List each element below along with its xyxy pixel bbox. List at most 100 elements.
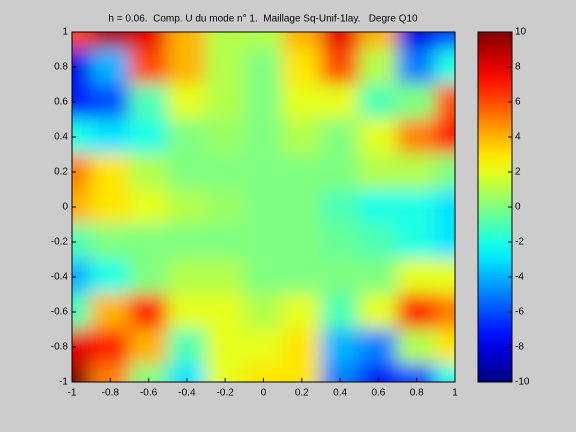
chart-title: h = 0.06. Comp. U du mode n° 1. Maillage… [108,14,418,25]
y-tick-label: -1 [59,377,68,388]
heat-cell [167,259,207,295]
x-tick-label: -1 [68,388,77,399]
heat-cell [128,259,169,295]
heat-cell [243,189,284,225]
heat-cell [358,329,399,365]
heat-cell [128,32,169,50]
x-tick-label: 0.8 [410,388,424,399]
heat-cell [243,49,284,85]
heat-cell [205,364,245,382]
heat-cell [72,154,92,190]
heat-cell [435,154,455,190]
heat-cell [167,119,207,155]
heat-cell [358,294,399,330]
heat-cell [282,49,322,85]
heat-cell [205,49,245,85]
heat-cell [90,294,130,330]
heat-cell [320,364,360,382]
heat-cell [90,189,130,225]
heat-cell [435,329,455,365]
plot-area [72,32,455,382]
heat-cell [320,189,360,225]
heat-cell [358,84,399,120]
heat-cell [320,49,360,85]
heat-cell [167,49,207,85]
heat-cell [320,84,360,120]
heat-cell [397,154,437,190]
heat-cell [435,32,455,50]
heat-cell [128,49,169,85]
colorbar-tick-label: -2 [515,237,524,248]
y-tick-label: 0.8 [54,62,68,73]
heat-cell [282,259,322,295]
heat-cell [243,32,284,50]
heat-cell [358,49,399,85]
heat-cell [90,329,130,365]
heat-cell [435,294,455,330]
heat-cell [358,224,399,260]
heat-cell [358,259,399,295]
heat-cell [282,154,322,190]
x-tick-label: -0.2 [217,388,235,399]
heat-cell [397,189,437,225]
heat-cell [397,364,437,382]
heat-cell [243,84,284,120]
heat-cell [320,32,360,50]
heat-cell [128,84,169,120]
heat-cell [72,259,92,295]
heat-cell [435,84,455,120]
heat-cell [435,189,455,225]
heat-cell [90,154,130,190]
heat-cell [72,294,92,330]
x-tick-label: -0.8 [102,388,120,399]
heat-cell [243,329,284,365]
colorbar-tick-label: 4 [515,132,521,143]
heat-cell [397,84,437,120]
heat-cell [243,364,284,382]
heat-cell [72,364,92,382]
y-tick-label: 1 [62,27,68,38]
heat-cell [320,294,360,330]
heat-cell [358,119,399,155]
heat-cell [358,154,399,190]
x-tick-label: 0 [261,388,267,399]
heat-cell [167,32,207,50]
colorbar [477,31,513,383]
heat-cell [167,189,207,225]
heat-cell [282,329,322,365]
heat-cell [282,189,322,225]
heat-cell [397,224,437,260]
y-tick-label: 0.2 [54,167,68,178]
colorbar-tick-label: 6 [515,97,521,108]
heat-cell [205,32,245,50]
heat-cell [358,364,399,382]
heat-cell [243,224,284,260]
heat-cell [282,32,322,50]
heat-cell [167,364,207,382]
heat-cell [128,364,169,382]
heat-cell [435,224,455,260]
heat-cell [358,32,399,50]
x-tick-label: -0.4 [178,388,196,399]
heat-cell [358,189,399,225]
heat-cell [72,49,92,85]
heat-cell [72,224,92,260]
heat-cell [90,32,130,50]
heat-cell [243,154,284,190]
field [72,32,455,382]
y-tick-label: 0 [62,202,68,213]
colorbar-tick-label: 0 [515,202,521,213]
heat-cell [397,32,437,50]
heat-cell [205,119,245,155]
heat-cell [90,224,130,260]
x-tick-label: 0.6 [371,388,385,399]
heat-cell [397,49,437,85]
y-tick-label: 0.6 [54,97,68,108]
heat-cell [167,329,207,365]
colorbar-tick-label: -10 [515,377,530,388]
heat-cell [243,259,284,295]
heat-cell [397,294,437,330]
heat-cell [205,154,245,190]
heat-cell [72,329,92,365]
heat-cell [90,49,130,85]
